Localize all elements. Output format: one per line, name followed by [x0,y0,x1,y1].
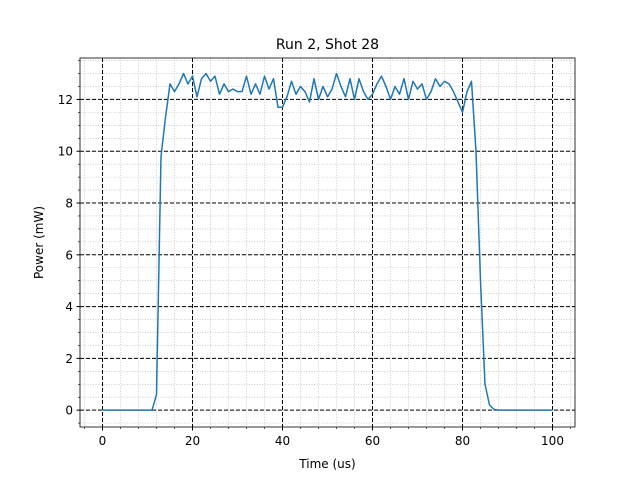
x-tick-label: 60 [365,434,380,448]
y-tick-label: 8 [65,197,73,211]
y-tick-label: 6 [65,248,73,262]
y-tick-label: 12 [58,93,73,107]
x-tick-label: 100 [541,434,564,448]
plot-frame [79,57,576,428]
y-tick-label: 2 [65,352,73,366]
chart-title: Run 2, Shot 28 [276,37,379,53]
x-axis-label: Time (us) [298,457,355,471]
x-tick-label: 40 [275,434,290,448]
y-tick-label: 4 [65,300,73,314]
x-tick-label: 80 [455,434,470,448]
data-line [102,72,553,411]
y-tick-label: 0 [65,404,73,418]
y-tick-label: 10 [58,145,73,159]
y-axis-label: Power (mW) [32,206,46,279]
x-tick-label: 0 [99,434,107,448]
x-tick-label: 20 [185,434,200,448]
